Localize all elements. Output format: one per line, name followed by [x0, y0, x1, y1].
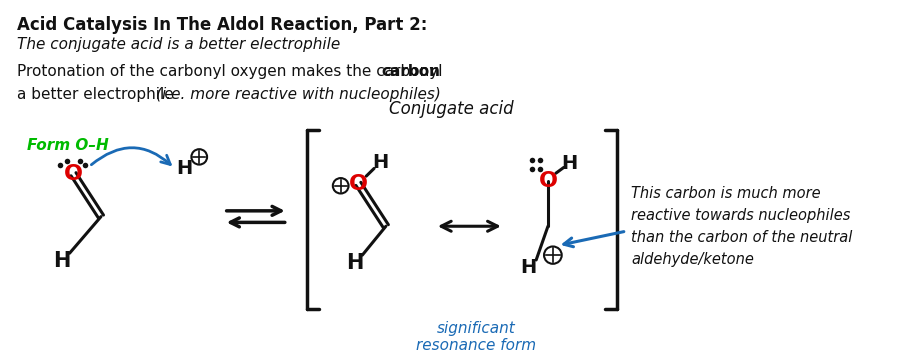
Text: a better electrophile: a better electrophile — [16, 87, 178, 102]
Text: H: H — [176, 159, 192, 178]
Text: Form O–H: Form O–H — [27, 138, 109, 153]
Text: (i.e. more reactive with nucleophiles): (i.e. more reactive with nucleophiles) — [156, 87, 440, 102]
Text: Protonation of the carbonyl oxygen makes the carbonyl: Protonation of the carbonyl oxygen makes… — [16, 64, 446, 79]
Text: H: H — [345, 253, 363, 273]
Text: Conjugate acid: Conjugate acid — [389, 100, 514, 118]
Text: O: O — [64, 164, 83, 184]
Text: significant
resonance form: significant resonance form — [415, 321, 536, 353]
Text: Acid Catalysis In The Aldol Reaction, Part 2:: Acid Catalysis In The Aldol Reaction, Pa… — [16, 16, 426, 34]
Text: carbon: carbon — [381, 64, 439, 79]
Text: The conjugate acid is a better electrophile: The conjugate acid is a better electroph… — [16, 37, 340, 52]
Text: O: O — [537, 171, 557, 191]
Text: H: H — [372, 153, 388, 172]
Text: H: H — [561, 154, 577, 173]
Text: O: O — [349, 174, 367, 194]
Text: H: H — [519, 258, 536, 277]
Text: H: H — [53, 251, 70, 271]
Text: This carbon is much more
reactive towards nucleophiles
than the carbon of the ne: This carbon is much more reactive toward… — [630, 186, 852, 268]
